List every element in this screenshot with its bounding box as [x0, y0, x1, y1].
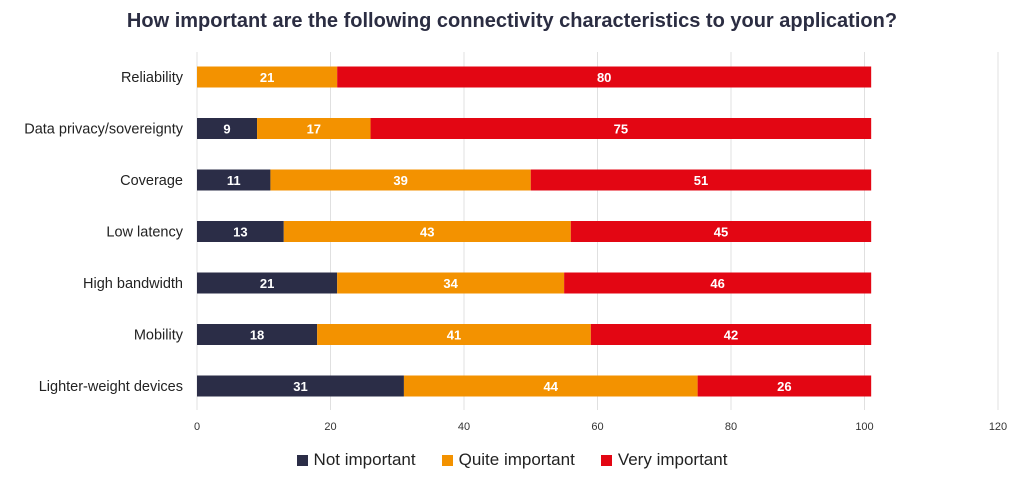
data-label: 9: [223, 122, 230, 137]
category-label: Reliability: [121, 70, 184, 86]
bar-segment: [270, 169, 531, 191]
data-label: 43: [420, 225, 434, 240]
data-label: 26: [777, 379, 791, 394]
bar-segment: [370, 118, 872, 139]
legend-label: Very important: [617, 450, 728, 469]
bar-segment: [197, 118, 258, 139]
legend-item: Not important: [296, 450, 416, 470]
bar-segment: [697, 375, 872, 397]
x-tick-label: 0: [194, 421, 200, 433]
data-label: 44: [544, 379, 559, 394]
bar-segment: [197, 324, 318, 345]
data-label: 11: [227, 173, 241, 188]
data-label: 75: [614, 122, 628, 137]
bar-segment: [403, 375, 698, 397]
bar-segment: [197, 66, 338, 88]
bar-segment: [564, 272, 872, 294]
data-label: 45: [714, 225, 728, 240]
legend-swatch: [600, 454, 612, 466]
x-tick-label: 100: [855, 421, 873, 433]
bar-segment: [197, 375, 404, 397]
legend: Not important Quite important Very importa…: [0, 450, 1024, 470]
category-label: Lighter-weight devices: [39, 379, 183, 395]
bar-segment: [283, 221, 571, 242]
data-label: 42: [724, 328, 738, 343]
data-label: 31: [293, 379, 307, 394]
x-tick-labels: 0 20 40 60 80 100 120: [194, 421, 1007, 433]
data-label: 18: [250, 328, 264, 343]
x-tick-label: 40: [458, 421, 470, 433]
bar-segment: [337, 272, 565, 294]
legend-swatch: [441, 454, 453, 466]
bar-segment: [197, 272, 338, 294]
data-label: 41: [447, 328, 461, 343]
data-label: 21: [260, 70, 274, 85]
data-label: 13: [233, 225, 247, 240]
category-label: Low latency: [106, 225, 183, 241]
bar-segment: [317, 324, 591, 345]
category-label: Mobility: [134, 328, 184, 344]
bar-segment: [197, 221, 284, 242]
bar-segment: [590, 324, 872, 345]
legend-swatch: [296, 454, 308, 466]
category-label: Data privacy/sovereignty: [24, 122, 184, 138]
data-label: 39: [393, 173, 407, 188]
x-tick-label: 20: [324, 421, 336, 433]
legend-item: Very important: [600, 450, 728, 470]
bar-segment: [337, 66, 872, 88]
data-label: 34: [443, 276, 458, 291]
data-label: 21: [260, 276, 274, 291]
x-tick-label: 60: [591, 421, 603, 433]
category-label: Coverage: [120, 173, 183, 189]
data-label: 46: [710, 276, 724, 291]
chart-title: How important are the following connecti…: [126, 10, 898, 32]
x-tick-label: 120: [989, 421, 1007, 433]
bar-layer: 21 80 9 17 75 11 39 51 13 43 45 21 34 46 18 41 42 31 44 26: [197, 66, 872, 397]
data-label: 51: [694, 173, 708, 188]
bar-segment: [530, 169, 872, 191]
x-tick-label: 80: [725, 421, 737, 433]
bar-segment: [257, 118, 371, 139]
legend-item: Quite important: [441, 450, 575, 470]
bar-segment: [197, 169, 271, 191]
legend-label: Quite important: [458, 450, 575, 469]
category-label: High bandwidth: [83, 276, 183, 292]
legend-label: Not important: [313, 450, 416, 469]
data-label: 17: [307, 122, 321, 137]
category-labels: Reliability Data privacy/sovereignty Cover…: [24, 70, 184, 395]
data-label: 80: [597, 70, 611, 85]
bar-segment: [570, 221, 872, 242]
